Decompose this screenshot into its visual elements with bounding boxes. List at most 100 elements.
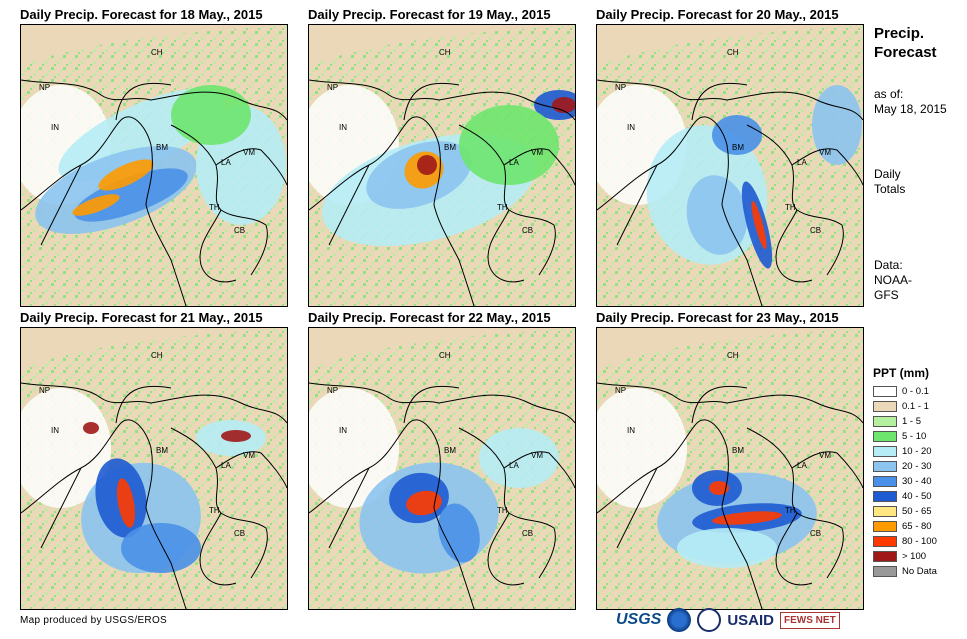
country-label-ch: CH [439, 351, 451, 360]
country-border [145, 204, 187, 306]
country-label-la: LA [797, 461, 807, 470]
usgs-logo: USGS [616, 611, 662, 628]
country-border [721, 507, 763, 609]
country-label-np: NP [615, 83, 626, 92]
country-label-cb: CB [810, 529, 821, 538]
country-label-vm: VM [531, 148, 543, 157]
country-border [691, 82, 748, 121]
dry-area [309, 388, 399, 508]
map-canvas: CH NP IN BM VM LA TH CB [597, 25, 863, 306]
usaid-logo: USAID [727, 611, 775, 629]
country-border [215, 148, 287, 186]
country-border [115, 82, 172, 121]
country-label-ch: CH [727, 351, 739, 360]
data-label: Data: [874, 258, 903, 272]
country-label-ch: CH [151, 48, 163, 57]
country-border [40, 164, 82, 246]
country-label-bm: BM [444, 143, 456, 152]
country-border [503, 148, 575, 186]
country-border [21, 419, 153, 514]
country-border [597, 419, 729, 514]
country-label-cb: CB [522, 529, 533, 538]
country-border [309, 419, 441, 514]
rainfall-area [171, 85, 251, 145]
country-label-th: TH [209, 203, 220, 212]
legend-item: 50 - 65 [873, 504, 937, 519]
map-canvas: CH NP IN BM VM LA TH CB [21, 25, 287, 306]
country-border [21, 79, 287, 121]
panel-title-1: Daily Precip. Forecast for 18 May., 2015 [20, 7, 263, 22]
rainfall-area [712, 511, 782, 525]
rainfall-area [712, 115, 762, 155]
sidebar-title: Precip. Forecast [874, 24, 937, 62]
country-label-bm: BM [732, 143, 744, 152]
panel-title-4: Daily Precip. Forecast for 21 May., 2015 [20, 310, 263, 325]
country-label-vm: VM [243, 451, 255, 460]
country-label-in: IN [627, 123, 635, 132]
legend-swatch [873, 506, 897, 517]
panel-title-6: Daily Precip. Forecast for 23 May., 2015 [596, 310, 839, 325]
country-border [328, 467, 370, 549]
country-border [616, 164, 658, 246]
legend-label: No Data [902, 566, 937, 577]
country-border [597, 382, 863, 424]
legend-label: 80 - 100 [902, 536, 937, 547]
forecast-map-2: CH NP IN BM VM LA TH CB [308, 24, 576, 307]
country-label-cb: CB [522, 226, 533, 235]
map-canvas: CH NP IN BM VM LA TH CB [21, 328, 287, 609]
data-source-block: Data: NOAA- GFS [874, 258, 912, 303]
country-label-bm: BM [732, 446, 744, 455]
rainfall-area [98, 159, 154, 191]
legend-item: 0.1 - 1 [873, 399, 937, 414]
country-label-np: NP [39, 83, 50, 92]
country-label-vm: VM [819, 148, 831, 157]
map-canvas: CH NP IN BM VM LA TH CB [309, 25, 575, 306]
country-border [115, 385, 172, 424]
country-border [597, 116, 729, 211]
map-canvas: CH NP IN BM VM LA TH CB [597, 328, 863, 609]
legend-label: > 100 [902, 551, 927, 562]
legend-swatch [873, 476, 897, 487]
usaid-seal-icon [697, 608, 722, 632]
country-label-vm: VM [243, 148, 255, 157]
rainfall-area [812, 85, 862, 165]
fews-net-logo: FEWS NET [780, 611, 840, 629]
country-label-in: IN [51, 426, 59, 435]
country-label-th: TH [497, 203, 508, 212]
dry-area [597, 388, 687, 508]
rainfall-area [72, 194, 120, 216]
legend-swatch [873, 551, 897, 562]
country-border [21, 382, 287, 424]
forecast-map-5: CH NP IN BM VM LA TH CB [308, 327, 576, 610]
asof-date: May 18, 2015 [874, 102, 947, 116]
forecast-map-3: CH NP IN BM VM LA TH CB [596, 24, 864, 307]
country-label-cb: CB [810, 226, 821, 235]
country-label-cb: CB [234, 529, 245, 538]
legend-swatch [873, 461, 897, 472]
rainfall-area [751, 200, 767, 250]
legend-item: > 100 [873, 549, 937, 564]
country-border [487, 209, 525, 283]
rainfall-area [438, 503, 480, 563]
country-border [199, 209, 237, 283]
legend-label: 50 - 65 [902, 506, 932, 517]
legend-label: 65 - 80 [902, 521, 932, 532]
country-label-vm: VM [531, 451, 543, 460]
legend-swatch [873, 431, 897, 442]
legend-swatch [873, 566, 897, 577]
legend-swatch [873, 446, 897, 457]
asof-block: as of: May 18, 2015 [874, 87, 947, 117]
rainfall-area [686, 175, 748, 255]
noaa-logo-icon [667, 608, 692, 632]
country-label-np: NP [327, 83, 338, 92]
country-label-la: LA [797, 158, 807, 167]
sidebar-title-line2: Forecast [874, 44, 937, 61]
rainfall-area [417, 155, 437, 175]
country-border [328, 164, 370, 246]
dry-area [21, 388, 111, 508]
country-border [145, 507, 187, 609]
legend-label: 5 - 10 [902, 431, 927, 442]
country-border [403, 82, 460, 121]
forecast-map-6: CH NP IN BM VM LA TH CB [596, 327, 864, 610]
legend-item: 5 - 10 [873, 429, 937, 444]
